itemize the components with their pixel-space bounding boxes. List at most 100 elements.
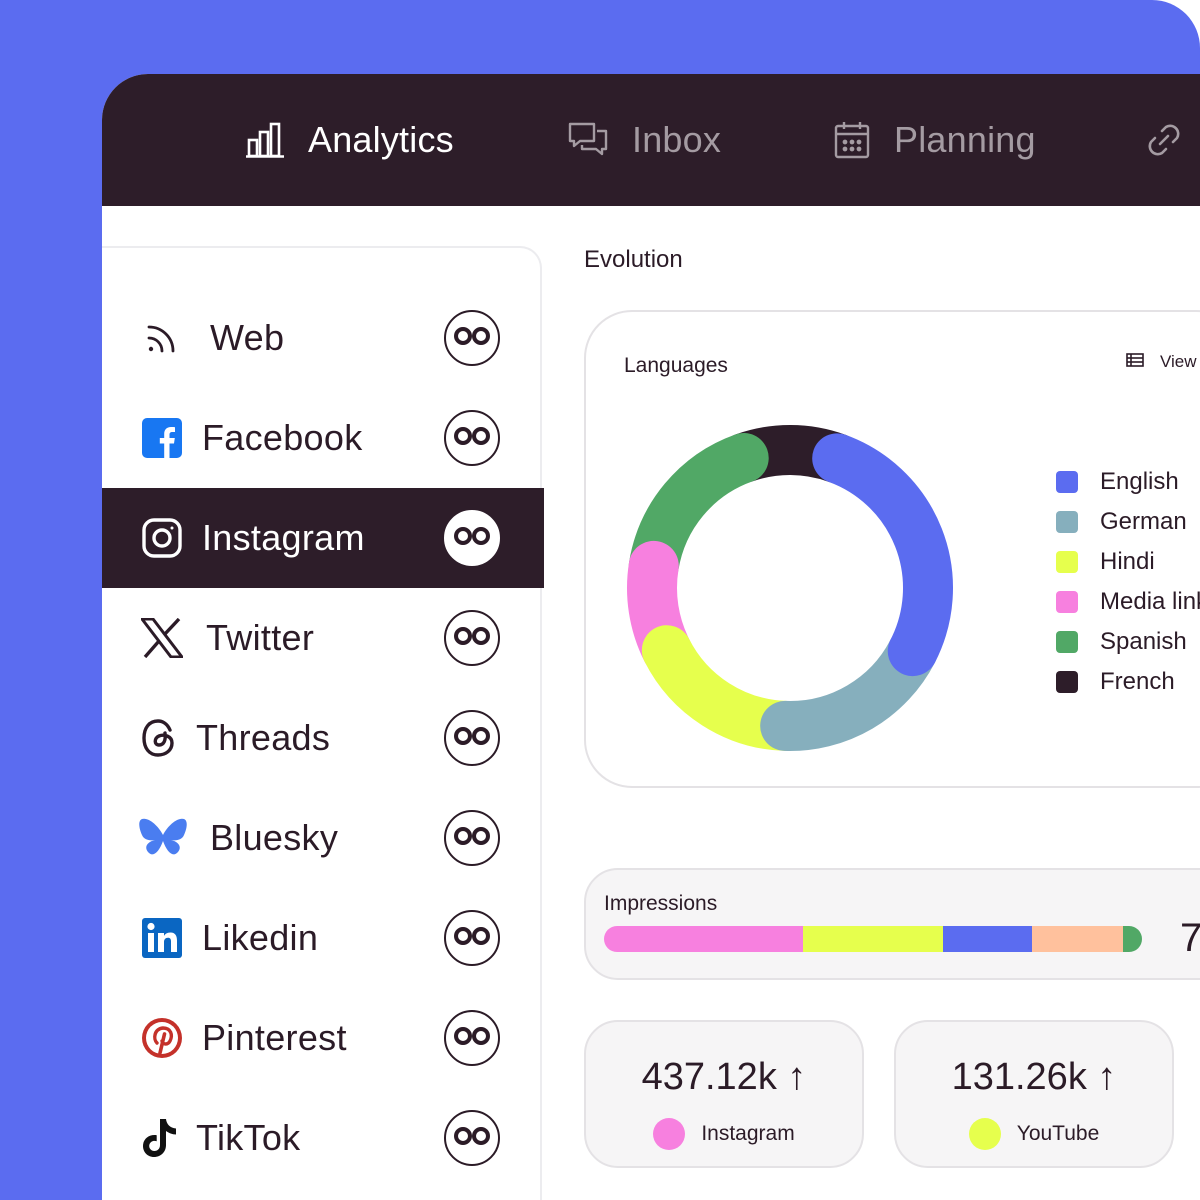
impressions-bar-segment[interactable]	[604, 926, 804, 952]
link-icon	[1142, 120, 1186, 160]
trend-up-icon: ↑	[787, 1056, 807, 1098]
chat-bubbles-icon	[568, 121, 608, 159]
impressions-title: Impressions	[604, 892, 718, 915]
infinity-link-icon	[453, 1026, 491, 1051]
section-title: Evolution	[584, 246, 683, 273]
sidebar-item-linkedin[interactable]: Likedin	[102, 888, 544, 988]
x-icon	[140, 616, 184, 660]
impressions-total: 7	[1180, 916, 1200, 960]
infinity-link-icon	[453, 326, 491, 351]
card-title: Languages	[624, 354, 728, 377]
legend-item[interactable]: English	[1056, 462, 1200, 502]
bluesky-icon	[138, 816, 188, 860]
app-window: Analytics Inbox	[102, 74, 1200, 1200]
donut-slice-english[interactable]	[812, 433, 953, 677]
impressions-bar-segment[interactable]	[1031, 926, 1124, 952]
legend-swatch	[1056, 511, 1078, 533]
stat-value: 437.12k ↑	[586, 1056, 862, 1099]
infinity-link-icon	[453, 626, 491, 651]
view-label: View	[1160, 352, 1197, 371]
sidebar-item-pinterest[interactable]: Pinterest	[102, 988, 544, 1088]
legend-swatch	[1056, 591, 1078, 613]
nav-label: Planning	[894, 119, 1036, 160]
sidebar-item-label: Twitter	[206, 617, 315, 658]
legend-label: Media link	[1100, 588, 1200, 615]
stat-card-instagram[interactable]: 437.12k ↑ Instagram	[584, 1020, 864, 1168]
languages-card: Languages View English German Hindi Media l…	[584, 310, 1200, 788]
link-toggle-button[interactable]	[444, 810, 500, 866]
trend-up-icon: ↑	[1097, 1056, 1117, 1098]
link-toggle-button[interactable]	[444, 310, 500, 366]
sidebar-item-label: Threads	[196, 717, 331, 758]
channel-sidebar: Web Facebook	[102, 246, 544, 1200]
languages-donut-chart	[627, 425, 953, 751]
legend-label: German	[1100, 508, 1187, 535]
legend-label: English	[1100, 468, 1179, 495]
link-toggle-button[interactable]	[444, 610, 500, 666]
sidebar-item-label: Likedin	[202, 917, 319, 958]
sidebar-item-label: Web	[210, 317, 285, 358]
calendar-icon	[834, 121, 870, 159]
tiktok-icon	[138, 1116, 182, 1160]
instagram-icon	[140, 516, 184, 560]
stat-card-youtube[interactable]: 131.26k ↑ YouTube	[894, 1020, 1174, 1168]
legend-label: French	[1100, 668, 1175, 695]
infinity-link-icon	[453, 526, 491, 551]
sidebar-item-label: TikTok	[196, 1117, 301, 1158]
table-icon	[1126, 352, 1144, 372]
link-toggle-button[interactable]	[444, 1110, 500, 1166]
legend-label: Hindi	[1100, 548, 1155, 575]
link-toggle-button[interactable]	[444, 710, 500, 766]
nav-tab-links[interactable]	[1142, 74, 1186, 206]
sidebar-item-threads[interactable]: Threads	[102, 688, 544, 788]
sidebar-item-label: Facebook	[202, 417, 363, 458]
facebook-icon	[140, 416, 184, 460]
sidebar-item-bluesky[interactable]: Bluesky	[102, 788, 544, 888]
stat-label: Instagram	[701, 1122, 795, 1145]
stat-number: 131.26k	[951, 1056, 1087, 1098]
stat-color-dot	[968, 1118, 1001, 1150]
impressions-bar-segment[interactable]	[942, 926, 1032, 952]
link-toggle-button[interactable]	[444, 910, 500, 966]
legend-swatch	[1056, 631, 1078, 653]
sidebar-item-instagram[interactable]: Instagram	[102, 488, 544, 588]
rss-icon	[140, 316, 184, 360]
stat-value: 131.26k ↑	[896, 1056, 1172, 1099]
view-toggle-button[interactable]: View	[1126, 352, 1197, 372]
linkedin-icon	[140, 916, 184, 960]
bar-chart-icon	[246, 122, 284, 158]
legend-swatch	[1056, 671, 1078, 693]
legend-swatch	[1056, 551, 1078, 573]
legend-item[interactable]: Media link	[1056, 582, 1200, 622]
sidebar-item-facebook[interactable]: Facebook	[102, 388, 544, 488]
infinity-link-icon	[453, 826, 491, 851]
legend-item[interactable]: German	[1056, 502, 1200, 542]
legend-item[interactable]: Hindi	[1056, 542, 1200, 582]
impressions-bar-segment[interactable]	[803, 926, 943, 952]
sidebar-item-label: Bluesky	[210, 817, 339, 858]
link-toggle-button[interactable]	[444, 510, 500, 566]
sidebar-item-tiktok[interactable]: TikTok	[102, 1088, 544, 1188]
stat-label: YouTube	[1016, 1122, 1100, 1145]
sidebar-item-label: Instagram	[202, 517, 365, 558]
sidebar-item-label: Pinterest	[202, 1017, 347, 1058]
link-toggle-button[interactable]	[444, 410, 500, 466]
impressions-stacked-bar	[604, 926, 1142, 952]
sidebar-item-web[interactable]: Web	[102, 288, 544, 388]
legend-item[interactable]: French	[1056, 662, 1200, 702]
threads-icon	[136, 716, 180, 760]
sidebar-item-twitter[interactable]: Twitter	[102, 588, 544, 688]
nav-label: Inbox	[632, 119, 722, 160]
nav-label: Analytics	[308, 119, 454, 160]
legend-item[interactable]: Spanish	[1056, 622, 1200, 662]
nav-tab-planning[interactable]: Planning	[834, 74, 1036, 206]
chart-legend: English German Hindi Media link Spanish Frenc…	[1056, 462, 1200, 702]
nav-tab-analytics[interactable]: Analytics	[246, 74, 454, 206]
impressions-card: Impressions 7	[584, 868, 1200, 980]
pinterest-icon	[140, 1016, 184, 1060]
infinity-link-icon	[453, 426, 491, 451]
impressions-bar-segment[interactable]	[1123, 926, 1142, 952]
link-toggle-button[interactable]	[444, 1010, 500, 1066]
legend-label: Spanish	[1100, 628, 1187, 655]
nav-tab-inbox[interactable]: Inbox	[568, 74, 721, 206]
